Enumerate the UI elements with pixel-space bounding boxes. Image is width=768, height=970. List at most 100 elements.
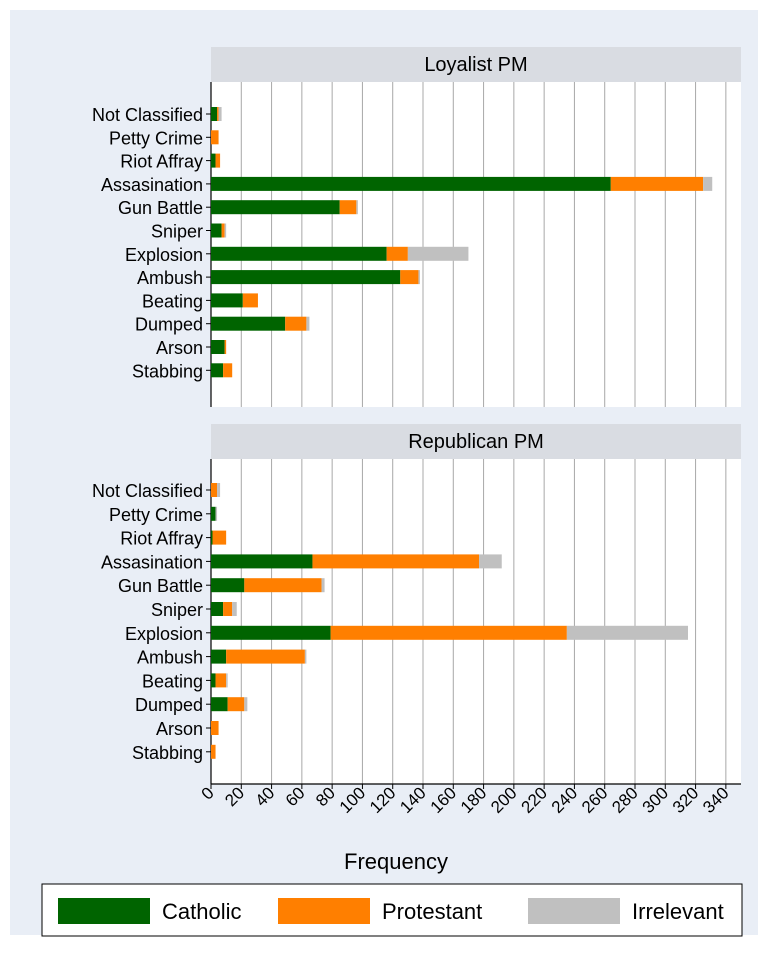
plot-area (211, 459, 741, 784)
category-label: Not Classified (92, 105, 203, 125)
category-label: Assasination (101, 552, 203, 572)
category-label: Arson (156, 719, 203, 739)
bar-segment-irrelevant (306, 316, 310, 331)
bar-segment-protestant (215, 673, 227, 688)
legend-label: Irrelevant (632, 899, 724, 924)
bar-segment-irrelevant (566, 625, 688, 640)
bar-segment-catholic (211, 176, 611, 191)
bar-segment-protestant (227, 697, 245, 712)
bar-segment-protestant (312, 554, 480, 569)
panels-layer: Loyalist PM Not Classified Petty Crime Riot… (92, 47, 741, 784)
legend-swatch-protestant (278, 898, 370, 924)
category-label: Riot Affray (120, 152, 203, 172)
bar-segment-protestant (211, 744, 216, 759)
category-label: Dumped (135, 695, 203, 715)
category-label: Sniper (151, 600, 203, 620)
bar-segment-irrelevant (232, 602, 237, 616)
legend: Catholic Protestant Irrelevant (41, 883, 743, 937)
bar-segment-irrelevant (321, 578, 325, 593)
bar-segment-catholic (211, 340, 225, 354)
bar-segment-protestant (242, 293, 258, 308)
bar-segment-protestant (224, 340, 227, 354)
bar-segment-protestant (211, 483, 218, 497)
category-label: Explosion (125, 624, 203, 644)
bar-segment-protestant (211, 721, 219, 735)
bar-segment-catholic (211, 153, 216, 168)
bar-segment-catholic (211, 363, 224, 378)
category-label: Not Classified (92, 481, 203, 501)
bar-segment-catholic (211, 316, 286, 331)
panel-2: Republican PM Not Classified Petty Crime Ri… (92, 424, 741, 784)
category-label: Sniper (151, 222, 203, 242)
category-label: Stabbing (132, 743, 203, 763)
category-label: Dumped (135, 315, 203, 335)
panel-title: Republican PM (408, 431, 544, 453)
bar-segment-protestant (223, 602, 233, 616)
bar-segment-catholic (211, 246, 387, 261)
legend-swatch-catholic (58, 898, 150, 924)
bar-segment-catholic (211, 293, 243, 308)
bar-segment-protestant (285, 316, 307, 331)
bar-segment-protestant (212, 530, 227, 545)
bar-segment-catholic (211, 649, 227, 664)
category-label: Arson (156, 338, 203, 358)
bar-segment-irrelevant (418, 270, 420, 285)
panel-title: Loyalist PM (424, 54, 527, 76)
bar-segment-irrelevant (304, 649, 307, 664)
bar-segment-irrelevant (479, 554, 502, 569)
bar-segment-irrelevant (407, 246, 469, 261)
bar-segment-protestant (386, 246, 408, 261)
bar-segment-catholic (211, 625, 331, 640)
bar-segment-irrelevant (356, 200, 358, 215)
category-label: Ambush (137, 648, 203, 668)
panel-header-strip (211, 47, 741, 82)
bar-segment-protestant (215, 153, 221, 168)
category-label: Stabbing (132, 361, 203, 381)
category-label: Gun Battle (118, 576, 203, 596)
bar-segment-irrelevant (703, 176, 713, 191)
bar-segment-protestant (339, 200, 357, 215)
bar-segment-catholic (211, 554, 313, 569)
bar-segment-catholic (211, 697, 228, 712)
category-label: Explosion (125, 245, 203, 265)
category-label: Petty Crime (109, 128, 203, 148)
bar-segment-protestant (223, 363, 233, 378)
plot-area (211, 82, 741, 407)
bar-segment-irrelevant (218, 107, 222, 121)
bar-segment-irrelevant (244, 697, 248, 712)
bar-segment-catholic (211, 673, 216, 688)
bar-segment-catholic (211, 578, 245, 593)
category-label: Assasination (101, 175, 203, 195)
bar-segment-catholic (211, 223, 222, 238)
bar-segment-catholic (211, 270, 401, 285)
bar-segment-catholic (211, 602, 224, 616)
category-label: Ambush (137, 268, 203, 288)
bar-segment-protestant (400, 270, 419, 285)
bar-segment-protestant (244, 578, 322, 593)
bar-segment-irrelevant (224, 223, 227, 238)
category-label: Riot Affray (120, 529, 203, 549)
category-label: Gun Battle (118, 198, 203, 218)
bar-segment-protestant (226, 649, 305, 664)
x-axis-title: Frequency (344, 849, 448, 874)
bar-segment-protestant (217, 107, 219, 121)
bar-segment-irrelevant (226, 673, 228, 688)
category-label: Petty Crime (109, 505, 203, 525)
category-label: Beating (142, 671, 203, 691)
legend-label: Protestant (382, 899, 482, 924)
legend-box (41, 883, 743, 937)
bar-segment-irrelevant (217, 483, 221, 497)
bar-segment-protestant (211, 130, 219, 145)
bar-segment-catholic (211, 200, 340, 215)
bar-segment-protestant (610, 176, 704, 191)
legend-label: Catholic (162, 899, 241, 924)
legend-swatch-irrelevant (528, 898, 620, 924)
panel-1: Loyalist PM Not Classified Petty Crime Riot… (92, 47, 741, 407)
bar-segment-protestant (221, 223, 225, 238)
bar-segment-catholic (211, 530, 213, 545)
bar-segment-catholic (211, 506, 216, 521)
panel-header-strip (211, 424, 741, 459)
bar-segment-catholic (211, 107, 218, 121)
